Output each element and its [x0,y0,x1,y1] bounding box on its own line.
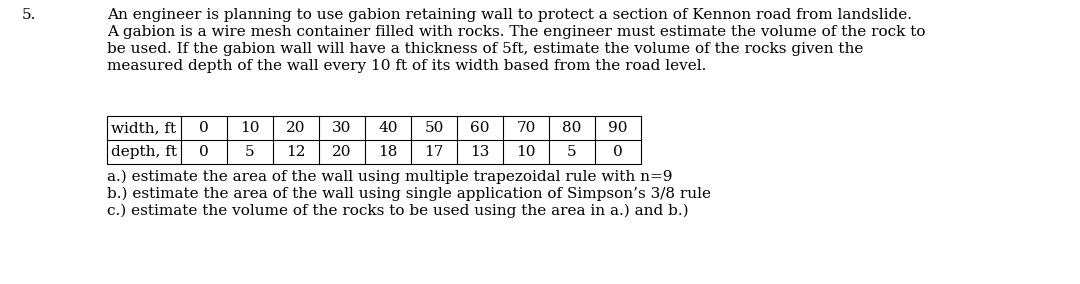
Text: 0: 0 [199,121,208,135]
Text: 30: 30 [333,121,352,135]
Text: 80: 80 [563,121,582,135]
Text: 5.: 5. [22,8,37,22]
Text: be used. If the gabion wall will have a thickness of 5ft, estimate the volume of: be used. If the gabion wall will have a … [107,42,863,56]
Text: c.) estimate the volume of the rocks to be used using the area in a.) and b.): c.) estimate the volume of the rocks to … [107,204,689,218]
Text: a.) estimate the area of the wall using multiple trapezoidal rule with n=9: a.) estimate the area of the wall using … [107,170,673,184]
Text: 70: 70 [516,121,536,135]
Text: 0: 0 [613,145,623,159]
Text: 50: 50 [424,121,444,135]
Text: b.) estimate the area of the wall using single application of Simpson’s 3/8 rule: b.) estimate the area of the wall using … [107,187,711,201]
Bar [107,116,642,164]
Text: 0: 0 [199,145,208,159]
Text: 40: 40 [378,121,397,135]
Text: 60: 60 [470,121,489,135]
Text: 10: 10 [516,145,536,159]
Text: 18: 18 [378,145,397,159]
Text: An engineer is planning to use gabion retaining wall to protect a section of Ken: An engineer is planning to use gabion re… [107,8,912,22]
Text: 13: 13 [470,145,489,159]
Text: width, ft: width, ft [111,121,176,135]
Text: 12: 12 [286,145,306,159]
Text: 20: 20 [333,145,352,159]
Text: 10: 10 [240,121,260,135]
Text: 5: 5 [245,145,255,159]
Text: A gabion is a wire mesh container filled with rocks. The engineer must estimate : A gabion is a wire mesh container filled… [107,25,926,39]
Text: 17: 17 [424,145,444,159]
Text: depth, ft: depth, ft [111,145,177,159]
Text: measured depth of the wall every 10 ft of its width based from the road level.: measured depth of the wall every 10 ft o… [107,59,706,73]
Text: 90: 90 [608,121,627,135]
Text: 20: 20 [286,121,306,135]
Text: 5: 5 [567,145,577,159]
